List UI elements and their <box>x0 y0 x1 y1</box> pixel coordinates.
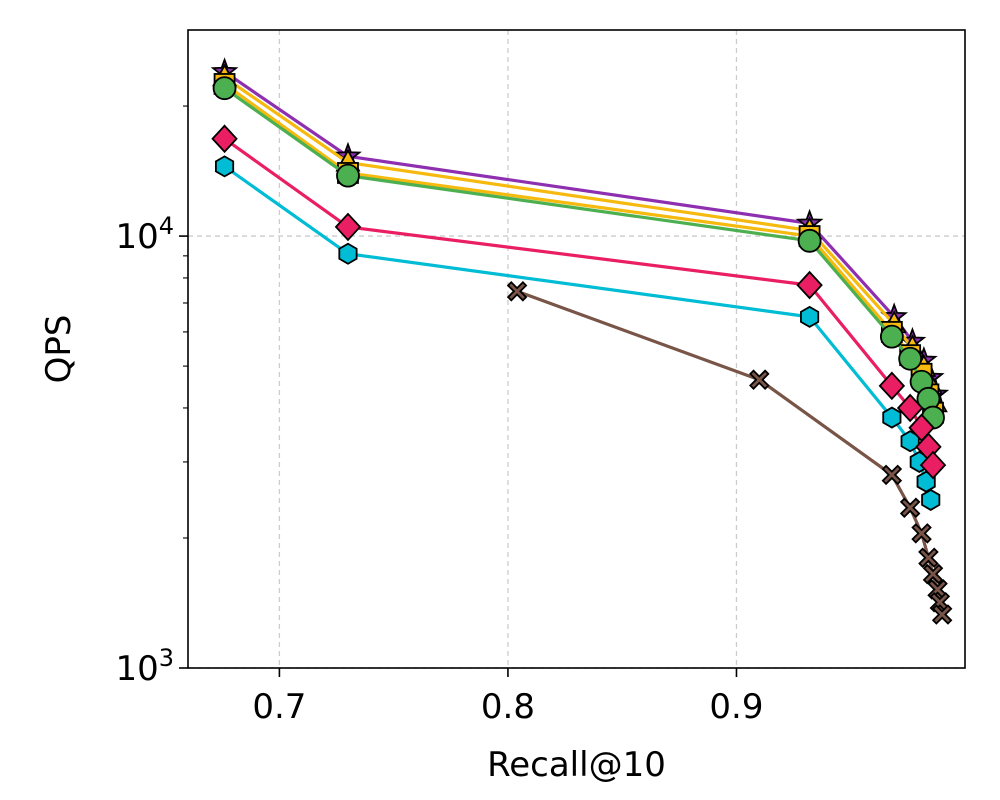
data-point <box>899 497 921 519</box>
data-point <box>334 212 362 242</box>
x-axis-label: Recall@10 <box>487 745 666 785</box>
ticks-layer: 0.7 0.8 0.9 103 104 <box>115 105 764 727</box>
data-point <box>896 393 924 423</box>
data-point <box>797 228 822 253</box>
data-point <box>336 163 360 188</box>
data-point <box>506 281 528 302</box>
data-point <box>214 155 235 178</box>
data-point <box>878 371 906 401</box>
data-point <box>212 76 237 101</box>
data-point <box>921 488 941 511</box>
data-point <box>919 450 947 480</box>
data-point <box>749 369 770 390</box>
data-point <box>898 346 923 371</box>
data-point <box>879 324 904 349</box>
series-cyan-hexagon <box>214 155 941 511</box>
series-line <box>223 165 933 501</box>
data-point <box>918 547 939 569</box>
data-point <box>922 563 944 585</box>
data-point <box>211 124 238 154</box>
series-line <box>223 86 935 418</box>
data-point <box>338 242 358 265</box>
data-point <box>911 523 932 544</box>
series-brown-x <box>506 281 953 625</box>
x-tick-label: 0.9 <box>709 687 763 727</box>
data-point <box>796 270 823 300</box>
x-tick-label: 0.8 <box>481 687 535 727</box>
data-point <box>881 464 903 486</box>
data-point <box>800 305 820 328</box>
series-layer <box>210 57 953 625</box>
series-line <box>223 137 935 466</box>
x-tick-label: 0.7 <box>252 687 306 727</box>
data-point <box>931 604 953 625</box>
data-point <box>882 406 902 429</box>
series-red-diamond <box>211 124 947 480</box>
y-tick-label: 103 <box>115 644 174 689</box>
series-line <box>516 289 944 615</box>
series-line <box>223 70 937 395</box>
y-tick-label: 104 <box>115 212 174 257</box>
plot-frame <box>187 29 966 669</box>
y-axis-label: QPS <box>39 315 79 384</box>
series-green-circle <box>212 76 945 430</box>
